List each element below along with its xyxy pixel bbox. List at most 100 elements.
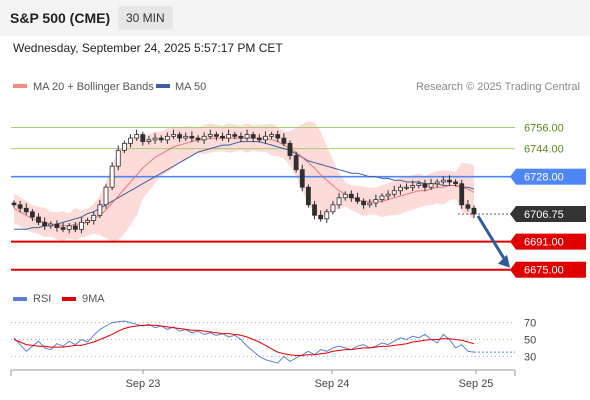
candle-body-bullish bbox=[226, 134, 232, 139]
candle bbox=[91, 211, 97, 225]
ma20-legend-label: MA 20 + Bollinger Bands bbox=[33, 81, 154, 93]
candle-body-bearish bbox=[305, 186, 311, 206]
candle bbox=[459, 179, 465, 209]
candle-body-bullish bbox=[171, 134, 176, 137]
candle-body-bearish bbox=[459, 183, 465, 206]
candle bbox=[287, 140, 293, 160]
candle-body-bullish bbox=[330, 204, 336, 213]
candle bbox=[250, 131, 256, 143]
candle-body-bullish bbox=[66, 225, 72, 230]
candle bbox=[195, 135, 201, 143]
candle bbox=[158, 135, 164, 143]
candle bbox=[391, 185, 397, 198]
rsi-tick-label: 30 bbox=[524, 351, 536, 363]
candle bbox=[103, 184, 109, 209]
candle-body-bearish bbox=[36, 216, 41, 223]
candle bbox=[11, 200, 17, 208]
candle-body-bullish bbox=[48, 223, 54, 227]
candle-body-bullish bbox=[367, 202, 373, 206]
candle-body-bearish bbox=[60, 227, 66, 230]
candle bbox=[373, 194, 379, 208]
candle-body-bearish bbox=[54, 223, 60, 228]
candle-body-bearish bbox=[158, 137, 164, 141]
candle-body-bearish bbox=[275, 134, 281, 139]
candle bbox=[275, 130, 281, 143]
ma20-line bbox=[13, 137, 475, 227]
candle bbox=[171, 129, 176, 140]
candle bbox=[263, 131, 268, 144]
candle bbox=[330, 200, 336, 215]
level-label-support-5: 6675.00 bbox=[510, 261, 586, 278]
instrument-title: S&P 500 (CME) bbox=[10, 10, 111, 26]
candle bbox=[85, 217, 90, 226]
candle-body-bullish bbox=[385, 193, 391, 197]
candle bbox=[79, 217, 84, 234]
candle bbox=[213, 131, 219, 141]
candle-body-bullish bbox=[115, 149, 121, 167]
rsi-ma-legend-label: 9MA bbox=[82, 293, 105, 305]
candle-body-bearish bbox=[299, 169, 305, 188]
candle-body-bearish bbox=[287, 142, 293, 157]
candle bbox=[201, 132, 207, 144]
level-label-text: 6691.00 bbox=[524, 237, 564, 249]
candle-body-bullish bbox=[428, 183, 434, 188]
candle-body-bearish bbox=[72, 225, 78, 230]
level-label-pointer bbox=[510, 261, 516, 278]
candle bbox=[355, 192, 360, 205]
level-label-text: 6744.00 bbox=[524, 144, 564, 156]
candle-body-bullish bbox=[244, 134, 250, 139]
candle-body-bearish bbox=[11, 202, 17, 206]
level-label-text: 6728.00 bbox=[524, 172, 564, 184]
candle-body-bullish bbox=[342, 193, 348, 199]
candle-body-bullish bbox=[263, 135, 268, 141]
level-label-last-3: 6706.75 bbox=[510, 205, 586, 222]
candle-body-bullish bbox=[207, 134, 213, 137]
candle-body-bearish bbox=[17, 204, 23, 209]
candle-body-bullish bbox=[85, 220, 90, 223]
ma50-legend-swatch bbox=[156, 84, 170, 88]
ma50-legend-label: MA 50 bbox=[175, 81, 206, 93]
ma50-line bbox=[14, 141, 475, 230]
candle bbox=[17, 200, 23, 213]
candle bbox=[305, 184, 311, 208]
candle-body-bullish bbox=[122, 142, 127, 151]
candle-body-bullish bbox=[183, 135, 189, 139]
candle bbox=[146, 135, 152, 145]
candle-body-bullish bbox=[397, 186, 403, 192]
candle bbox=[128, 134, 133, 148]
candle-body-bullish bbox=[324, 211, 330, 220]
candle bbox=[207, 129, 213, 140]
x-tick-label: Sep 23 bbox=[126, 378, 161, 390]
candle-body-bullish bbox=[434, 181, 440, 185]
candle-body-bearish bbox=[189, 135, 195, 139]
candle-body-bullish bbox=[79, 221, 84, 230]
candle-body-bullish bbox=[201, 135, 207, 141]
candle bbox=[348, 190, 354, 202]
forecast-arrow-shaft bbox=[476, 215, 508, 263]
candle bbox=[342, 191, 348, 201]
candle bbox=[293, 151, 299, 173]
candle bbox=[140, 131, 146, 146]
candle bbox=[183, 132, 189, 141]
candle-body-bullish bbox=[410, 185, 416, 188]
timeframe-button[interactable]: 30 MIN bbox=[118, 6, 173, 30]
candle bbox=[367, 199, 373, 208]
rsi-line bbox=[13, 320, 475, 364]
candle bbox=[465, 199, 471, 212]
candle bbox=[428, 178, 434, 191]
candle-body-bearish bbox=[256, 137, 262, 141]
candle bbox=[385, 190, 391, 201]
candle-body-bearish bbox=[422, 183, 428, 188]
candle bbox=[434, 179, 440, 188]
candle-body-bullish bbox=[379, 195, 385, 200]
candle-body-bearish bbox=[213, 134, 219, 137]
ma20-legend-swatch bbox=[13, 84, 27, 88]
rsi-tick-label: 70 bbox=[524, 318, 536, 330]
candle bbox=[23, 203, 29, 215]
candle bbox=[109, 162, 115, 191]
rsi-legend-label: RSI bbox=[33, 293, 51, 305]
level-label-resistance-0: 6756.00 bbox=[524, 123, 564, 135]
candle-body-bullish bbox=[269, 134, 275, 137]
candle-body-bearish bbox=[220, 135, 225, 139]
